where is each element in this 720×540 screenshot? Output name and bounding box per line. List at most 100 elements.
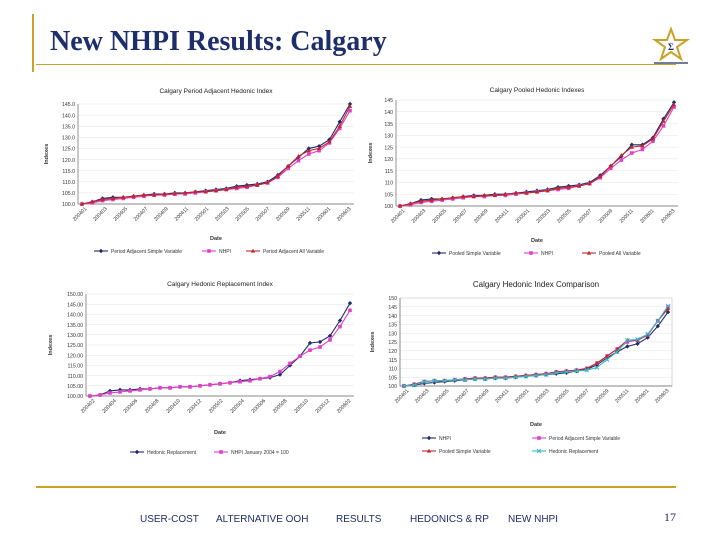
x-tick-label: 200407: [133, 206, 150, 223]
data-point: [598, 174, 603, 179]
y-tick-label: 130: [384, 134, 393, 140]
x-tick-label: 200501: [194, 206, 211, 223]
x-tick-label: 200403: [414, 388, 431, 405]
x-tick-label: 200407: [452, 208, 469, 225]
data-point: [442, 378, 447, 384]
y-tick-label: 100.0: [62, 202, 75, 208]
data-point: [296, 158, 301, 163]
legend: Hedonic Replacement NHPI January 2004 = 1…: [130, 449, 289, 456]
star-logo-icon: Σ: [651, 26, 691, 64]
legend-marker: [219, 450, 223, 454]
data-point: [584, 367, 590, 373]
legend-label: Pooled Simple Variable: [439, 449, 491, 455]
data-point: [594, 360, 600, 365]
x-tick-label: 200503: [535, 208, 552, 225]
legend: Pooled Simple Variable NHPI Pooled All Var…: [432, 250, 641, 257]
y-axis-label: Indexes: [48, 335, 54, 355]
data-point: [307, 340, 313, 346]
chart-title: Calgary Hedonic Index Comparison: [473, 280, 599, 289]
y-tick-label: 150.00: [67, 292, 83, 298]
legend-label: Pooled All Variable: [599, 251, 641, 257]
x-tick-label: 200510: [293, 398, 310, 415]
legend-label: Hedonic Replacement: [147, 450, 197, 456]
x-tick-label: 200505: [556, 208, 573, 225]
data-point: [98, 393, 102, 397]
data-point: [268, 374, 272, 379]
footer-nav-alternative-ooh[interactable]: ALTERNATIVE OOH: [216, 514, 309, 525]
legend-label: Hedonic Replacement: [549, 449, 599, 455]
data-point: [228, 380, 232, 385]
x-tick-label: 200601: [639, 208, 656, 225]
chart-index-comparison-svg: Calgary Hedonic Index Comparison 100 105 11…: [370, 280, 673, 455]
data-point: [296, 153, 301, 158]
y-tick-label: 125.00: [67, 343, 83, 349]
x-tick-label: 200403: [411, 208, 428, 225]
y-tick-label: 115.00: [68, 364, 84, 370]
footer-nav-user-cost[interactable]: USER-COST: [140, 514, 199, 525]
data-point: [348, 308, 352, 313]
footer-nav-new-nhpi[interactable]: NEW NHPI: [508, 514, 558, 525]
x-tick-label: 200502: [208, 398, 225, 415]
chart-title: Calgary Hedonic Replacement Index: [167, 281, 274, 288]
page-title: New NHPI Results: Calgary: [50, 26, 387, 57]
data-point: [337, 119, 342, 124]
data-point: [337, 126, 342, 131]
y-tick-label: 105.0: [62, 191, 75, 197]
y-tick-label: 115.0: [62, 169, 75, 175]
data-point: [141, 192, 147, 197]
chart-period-adjacent: Calgary Period Adjacent Hedonic Index 100…: [36, 78, 360, 260]
data-point: [635, 337, 640, 342]
x-tick-label: 200404: [101, 398, 118, 415]
data-point: [193, 189, 198, 194]
legend: Period Adjacent Simple Variable NHPI Perio…: [94, 248, 324, 255]
x-tick-label: 200403: [92, 206, 109, 223]
data-point: [619, 153, 624, 157]
data-point: [317, 339, 323, 345]
chart-index-comparison: Calgary Hedonic Index Comparison 100 105 11…: [362, 274, 684, 470]
x-tick-label: 200501: [515, 208, 532, 225]
y-tick-label: 135: [388, 323, 397, 329]
y-tick-label: 145: [388, 305, 397, 311]
footer-nav-results[interactable]: RESULTS: [336, 514, 382, 525]
x-tick-label: 200601: [316, 206, 333, 223]
data-point: [564, 369, 569, 375]
data-point: [158, 386, 162, 390]
chart-title: Calgary Period Adjacent Hedonic Index: [159, 88, 273, 95]
data-point: [118, 390, 122, 394]
data-point: [258, 376, 262, 381]
legend-label: Period Adjacent Simple Variable: [111, 249, 182, 255]
data-point: [278, 369, 282, 374]
data-point: [327, 139, 332, 144]
y-tick-label: 150: [388, 296, 397, 302]
legend-marker: [250, 248, 256, 253]
y-tick-label: 100.00: [67, 394, 83, 400]
data-point: [421, 379, 427, 384]
data-point: [493, 375, 498, 381]
x-tick-label: 200509: [598, 208, 615, 225]
data-point: [265, 180, 270, 185]
x-tick-label: 200405: [431, 208, 448, 225]
data-point: [625, 337, 630, 343]
data-point: [100, 197, 105, 202]
y-tick-label: 120: [384, 157, 393, 163]
x-tick-label: 200511: [614, 388, 630, 404]
x-tick-label: 200507: [574, 388, 591, 405]
x-tick-label: 200602: [336, 398, 353, 415]
x-tick-label: 200511: [296, 206, 312, 222]
data-point: [472, 376, 478, 382]
legend-marker: [426, 435, 432, 441]
data-point: [651, 139, 655, 144]
data-point: [317, 148, 321, 153]
data-point: [534, 189, 540, 194]
y-tick-label: 135: [384, 122, 393, 128]
data-point: [429, 197, 434, 202]
legend-label: NHPI: [541, 251, 553, 257]
legend-marker: [134, 449, 140, 455]
footer-nav-hedonics-rp[interactable]: HEDONICS & RP: [410, 514, 489, 525]
page-number: 17: [664, 510, 676, 524]
data-point: [461, 194, 466, 199]
data-point: [452, 377, 458, 383]
x-axis-label: Date: [210, 236, 222, 242]
x-tick-label: 200601: [634, 388, 651, 405]
data-point: [665, 306, 671, 311]
